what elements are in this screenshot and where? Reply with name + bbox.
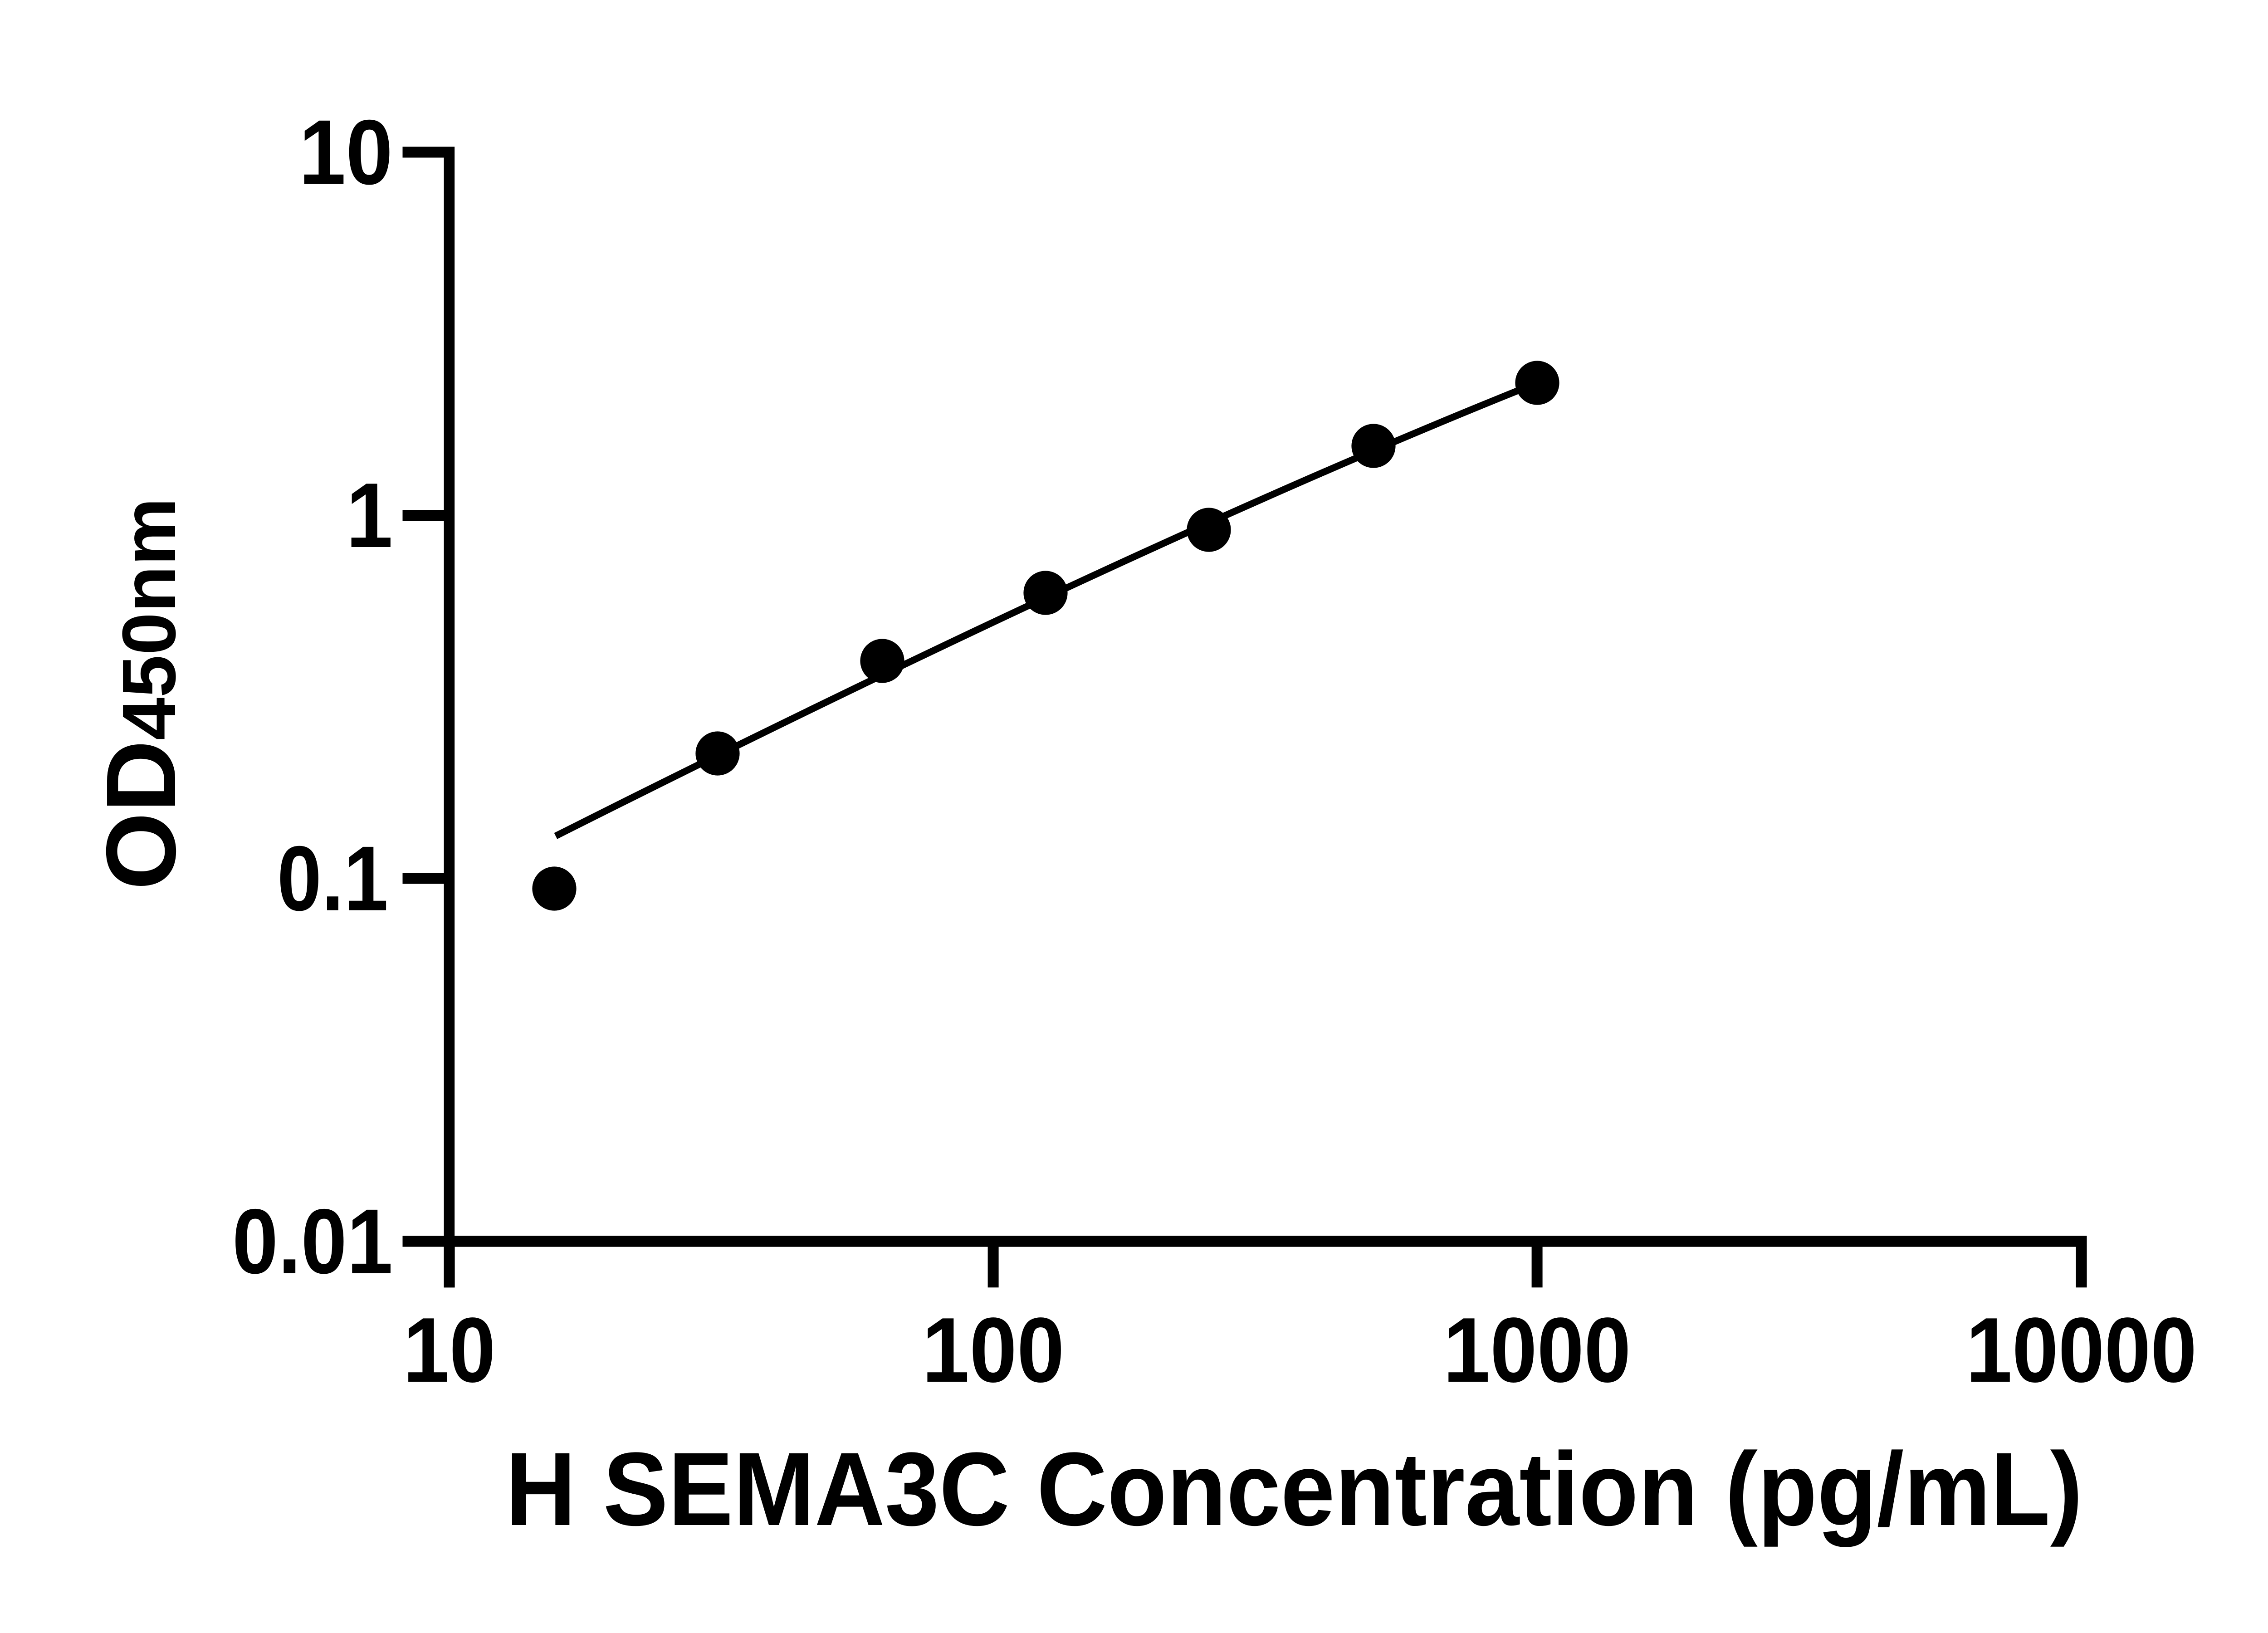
svg-text:1: 1 bbox=[346, 464, 393, 567]
svg-text:0.1: 0.1 bbox=[277, 827, 388, 930]
svg-text:100: 100 bbox=[922, 1299, 1065, 1402]
svg-text:H SEMA3C Concentration (pg/mL): H SEMA3C Concentration (pg/mL) bbox=[506, 1431, 2083, 1547]
svg-text:10: 10 bbox=[299, 101, 393, 204]
svg-text:10000: 10000 bbox=[1966, 1299, 2197, 1402]
svg-text:10: 10 bbox=[403, 1299, 496, 1402]
svg-text:OD450nm: OD450nm bbox=[86, 498, 196, 890]
svg-text:1000: 1000 bbox=[1443, 1299, 1631, 1402]
svg-text:0.01: 0.01 bbox=[232, 1190, 393, 1293]
